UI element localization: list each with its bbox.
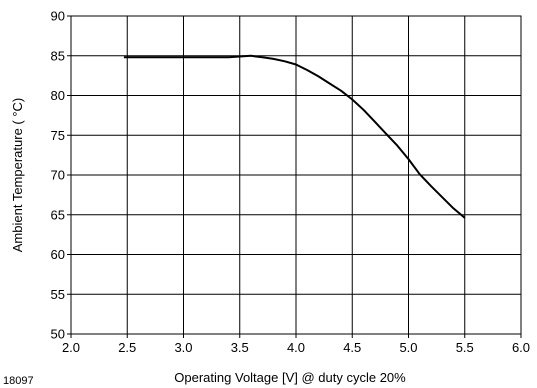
x-tick-label: 4.5 — [343, 340, 361, 355]
y-tick-label: 50 — [51, 327, 65, 342]
x-tick-label: 6.0 — [512, 340, 530, 355]
y-tick-label: 65 — [51, 207, 65, 222]
x-tick-label: 5.5 — [456, 340, 474, 355]
y-tick-label: 80 — [51, 88, 65, 103]
y-tick-label: 55 — [51, 287, 65, 302]
series-line — [123, 54, 466, 219]
x-tick-label: 2.5 — [118, 340, 136, 355]
y-tick-label: 85 — [51, 48, 65, 63]
y-tick-labels: 50 55 60 65 70 75 80 85 90 — [51, 9, 65, 342]
x-tick-label: 2.0 — [62, 340, 80, 355]
figure-id: 18097 — [3, 375, 34, 387]
y-tick-label: 60 — [51, 247, 65, 262]
x-axis-label: Operating Voltage [V] @ duty cycle 20% — [174, 370, 406, 385]
y-axis-label: Ambient Temperature ( °C) — [10, 98, 25, 253]
y-tick-label: 90 — [51, 9, 65, 24]
y-tick-label: 70 — [51, 168, 65, 183]
plot-frame — [70, 15, 522, 335]
x-tick-label: 4.0 — [287, 340, 305, 355]
x-tick-labels: 2.0 2.5 3.0 3.5 4.0 4.5 5.0 5.5 6.0 — [62, 340, 530, 355]
x-tick-label: 3.5 — [231, 340, 249, 355]
x-tick-label: 5.0 — [399, 340, 417, 355]
x-tick-label: 3.0 — [174, 340, 192, 355]
y-tick-label: 75 — [51, 128, 65, 143]
